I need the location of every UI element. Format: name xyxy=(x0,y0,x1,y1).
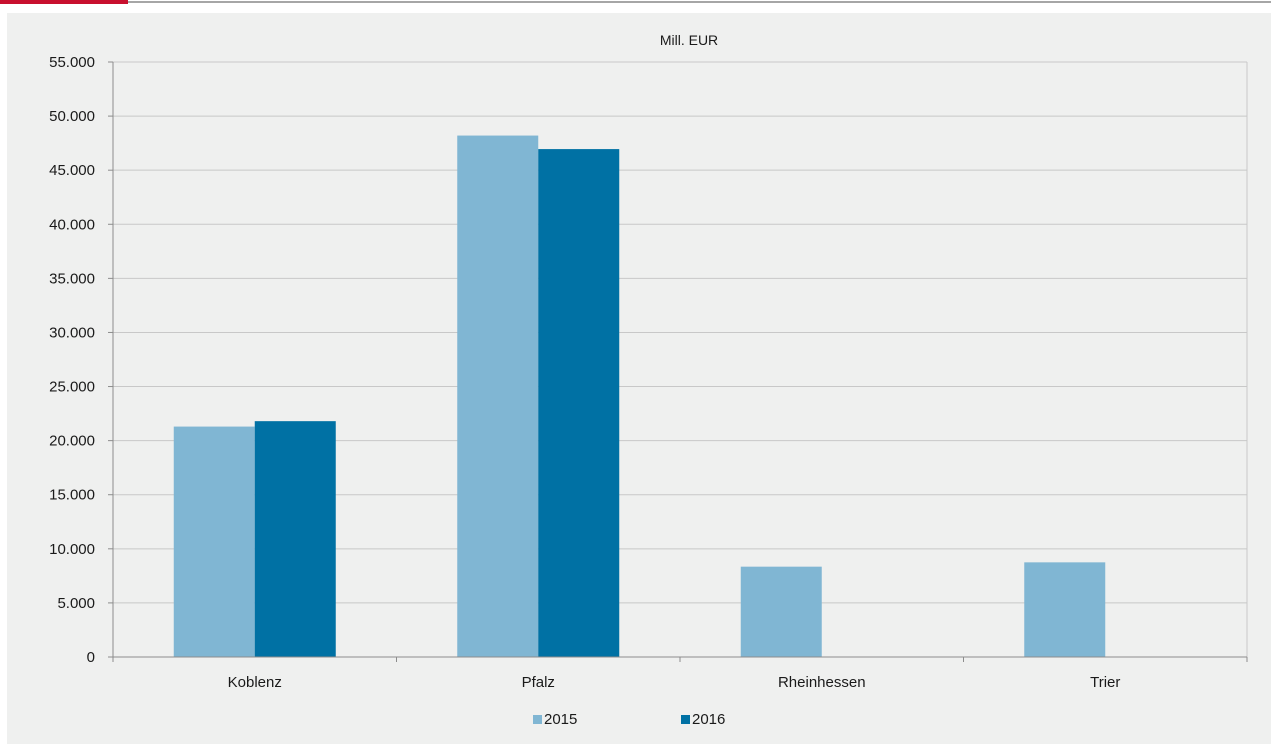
y-tick-label: 55.000 xyxy=(49,54,95,71)
y-tick-label: 15.000 xyxy=(49,487,95,504)
header-rule xyxy=(128,1,1271,3)
header-accent-bar xyxy=(0,0,128,4)
x-tick-labels: Koblenz Pfalz Rheinhessen Trier xyxy=(228,674,1121,691)
x-tick-label: Rheinhessen xyxy=(778,674,866,691)
y-tick-label: 5.000 xyxy=(57,595,95,612)
y-tick-label: 10.000 xyxy=(49,541,95,558)
chart-title: Mill. EUR xyxy=(660,32,718,48)
y-tick-label: 20.000 xyxy=(49,433,95,450)
bar-2015-koblenz xyxy=(173,426,255,657)
legend: 2015 2016 xyxy=(533,711,725,728)
legend-swatch-2015 xyxy=(533,715,542,724)
x-tick-label: Trier xyxy=(1090,674,1120,691)
y-tick-label: 45.000 xyxy=(49,162,95,179)
x-tick-label: Pfalz xyxy=(522,674,555,691)
axes xyxy=(108,61,1248,662)
bar-2015-trier xyxy=(1024,562,1106,657)
legend-label-2015: 2015 xyxy=(544,711,577,728)
y-tick-label: 0 xyxy=(87,649,95,666)
x-tick-label: Koblenz xyxy=(228,674,282,691)
y-tick-label: 35.000 xyxy=(49,270,95,287)
legend-swatch-2016 xyxy=(681,715,690,724)
y-tick-label: 25.000 xyxy=(49,379,95,396)
bar-2016-pfalz xyxy=(538,149,620,657)
legend-label-2016: 2016 xyxy=(692,711,725,728)
y-tick-labels: 0 5.000 10.000 15.000 20.000 25.000 30.000 35.0… xyxy=(49,54,95,666)
y-tick-label: 30.000 xyxy=(49,324,95,341)
y-tick-label: 50.000 xyxy=(49,108,95,125)
bar-2015-pfalz xyxy=(457,135,539,658)
bar-2016-koblenz xyxy=(254,421,336,657)
y-tick-label: 40.000 xyxy=(49,216,95,233)
bar-2015-rheinhessen xyxy=(740,566,822,657)
bars xyxy=(173,135,1106,658)
